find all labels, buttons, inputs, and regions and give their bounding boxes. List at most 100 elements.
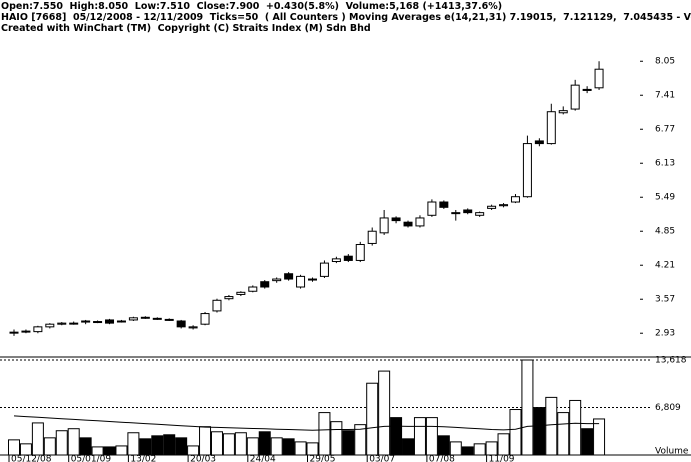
volume-bar [282,438,295,456]
header-line: HAIO [7668] 05/12/2008 - 12/11/2009 Tick… [1,12,691,23]
volume-bar [270,437,283,456]
volume-bar [473,443,486,456]
candle-body [308,278,317,281]
volume-bar [425,417,438,456]
candle-body [570,84,580,110]
volume-bar [127,432,140,456]
y2-tick-label: 6,809 [655,403,681,413]
y-tick-label: 6.13 [655,159,675,169]
candle-body [510,196,520,203]
y-tick-label: 3.57 [655,295,675,305]
candle-body [212,299,222,312]
volume-bar [139,438,152,456]
candle-body [236,291,246,295]
volume-bar [390,417,403,456]
candle-body [379,217,389,234]
volume-bar [163,434,176,456]
volume-bar [569,399,582,456]
volume-bar [91,446,104,456]
volume-bar [151,435,164,456]
volume-bar [509,409,522,456]
volume-bar [449,441,462,456]
volume-bar [187,445,200,456]
volume-bar [19,443,32,456]
volume-bar [342,430,355,456]
header-line: Created with WinChart (TM) Copyright (C)… [1,23,371,34]
volume-bar [258,431,271,456]
x-tick-label: 05/12/08 [11,455,52,462]
x-tick-label: 24/04 [250,455,276,462]
candle-body [152,317,162,320]
candle-body [272,278,282,282]
candle-body [403,221,413,227]
candle-body [522,143,532,198]
candle-body [57,322,67,325]
candle-body [33,326,43,333]
volume-bar [222,433,235,456]
y-tick-label: 2.93 [655,329,675,339]
volume-bar [55,430,68,456]
volume-bar [234,432,247,456]
volume-bar [199,426,212,456]
volume-bar [306,442,319,456]
volume-bar [485,441,498,456]
volume-bar [545,396,558,456]
candle-body [176,320,186,328]
candle-body [319,262,329,277]
y-tick-label: 4.21 [655,261,675,271]
candle-body [463,209,473,214]
volume-bar [402,438,415,456]
candle-body [367,230,377,244]
candle-body [81,320,91,323]
candle-body [499,204,509,207]
candle-body [546,111,556,145]
candle-body [69,322,79,325]
volume-bar [330,421,343,456]
candle-body [21,330,31,333]
candle-body [188,326,198,329]
candle-body [558,110,568,114]
y-tick-label: 7.41 [655,91,675,101]
candle-body [105,319,115,324]
candle-body [427,201,437,216]
candle-body [93,321,103,324]
volume-bar [354,424,367,456]
volume-bar [103,446,116,456]
candle-body [343,255,353,261]
header-line: Open:7.550 High:8.050 Low:7.510 Close:7.… [1,1,503,12]
candle-body [200,313,210,325]
candle-body [439,201,449,208]
y-tick-label: 4.85 [655,227,675,237]
x-tick-label: 05/01/09 [71,455,112,462]
candle-body [260,281,270,288]
candle-body [140,316,150,319]
candle-body [45,323,55,328]
candle-body [116,320,126,323]
candle-body [594,68,604,89]
volume-bar [521,359,534,456]
volume-bar [210,431,223,456]
volume-bar [115,445,128,456]
candle-body [284,273,294,280]
candle-body [582,88,592,91]
candle-body [331,258,341,263]
candle-body [296,275,306,288]
y2-tick-label: 13,618 [655,356,687,366]
candle-body [451,212,461,215]
volume-bar [8,439,20,456]
candle-body [415,217,425,227]
candle-body [224,296,234,300]
volume-bar [497,433,510,456]
volume-bar [593,418,606,456]
candle-body [248,286,258,292]
x-tick-label: 07/08 [429,455,455,462]
volume-bar [413,417,426,456]
x-tick-label: 20/03 [190,455,216,462]
y-tick-label: 5.49 [655,193,675,203]
candle-body [391,217,401,222]
candle-body [164,318,174,321]
volume-bar [366,382,379,456]
candle-body [128,317,138,321]
